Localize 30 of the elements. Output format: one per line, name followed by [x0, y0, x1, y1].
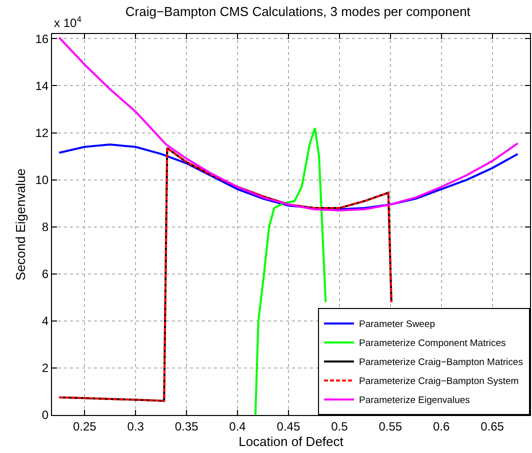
line-series: [254, 127, 327, 415]
y-tick-label: 2: [42, 361, 49, 376]
legend-label: Parameterize Craig−Bampton Matrices: [359, 357, 524, 368]
x-tick-label: 0.25: [72, 419, 97, 434]
line-series: [58, 36, 519, 212]
chart-title: Craig−Bampton CMS Calculations, 3 modes per component: [125, 4, 471, 19]
x-tick-label: 0.6: [432, 419, 450, 434]
legend-label: Parameter Sweep: [359, 319, 436, 330]
legend-label: Parameterize Craig−Bampton System: [359, 376, 519, 388]
y-tick-label: 4: [42, 314, 49, 328]
y-tick-label: 8: [42, 220, 49, 234]
line-series: [58, 144, 519, 210]
y-tick-label: 0: [42, 408, 49, 422]
x-tick-label: 0.4: [229, 419, 246, 434]
x-tick-label: 0.35: [174, 419, 199, 434]
x-tick-label: 0.65: [480, 419, 504, 434]
y-tick-label: 14: [35, 78, 49, 93]
y-tick-label: 16: [35, 32, 49, 46]
y-tick-label: 10: [35, 173, 49, 188]
y-axis-title: Second Eigenvalue: [13, 168, 28, 281]
x-tick-label: 0.45: [276, 419, 300, 434]
x-tick-label: 0.55: [378, 419, 402, 434]
legend-label: Parameterize Eigenvalues: [359, 395, 470, 406]
legend-label: Parameterize Component Matrices: [359, 338, 506, 350]
y-tick-label: 12: [35, 126, 49, 140]
y-tick-label: 6: [42, 267, 49, 282]
x-tick-label: 0.5: [331, 419, 348, 434]
x-tick-label: 0.3: [127, 419, 144, 434]
x-axis-title: Location of Defect: [238, 434, 344, 449]
text: x 10$^{4}$: [54, 14, 82, 30]
